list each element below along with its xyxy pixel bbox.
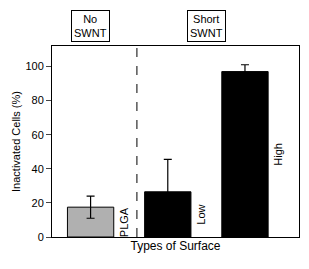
svg-text:High: High <box>272 143 284 166</box>
svg-text:NoSWNT: NoSWNT <box>74 13 107 39</box>
svg-text:Low: Low <box>195 204 207 224</box>
svg-text:60: 60 <box>32 129 44 141</box>
svg-text:0: 0 <box>38 231 44 243</box>
svg-text:40: 40 <box>32 163 44 175</box>
svg-text:Inactivated Cells (%): Inactivated Cells (%) <box>10 91 22 192</box>
svg-text:80: 80 <box>32 94 44 106</box>
svg-text:PLGA: PLGA <box>118 207 130 237</box>
svg-text:20: 20 <box>32 197 44 209</box>
svg-text:ShortSWNT: ShortSWNT <box>190 13 223 39</box>
svg-text:100: 100 <box>25 60 43 72</box>
svg-text:Types of Surface: Types of Surface <box>130 239 220 253</box>
